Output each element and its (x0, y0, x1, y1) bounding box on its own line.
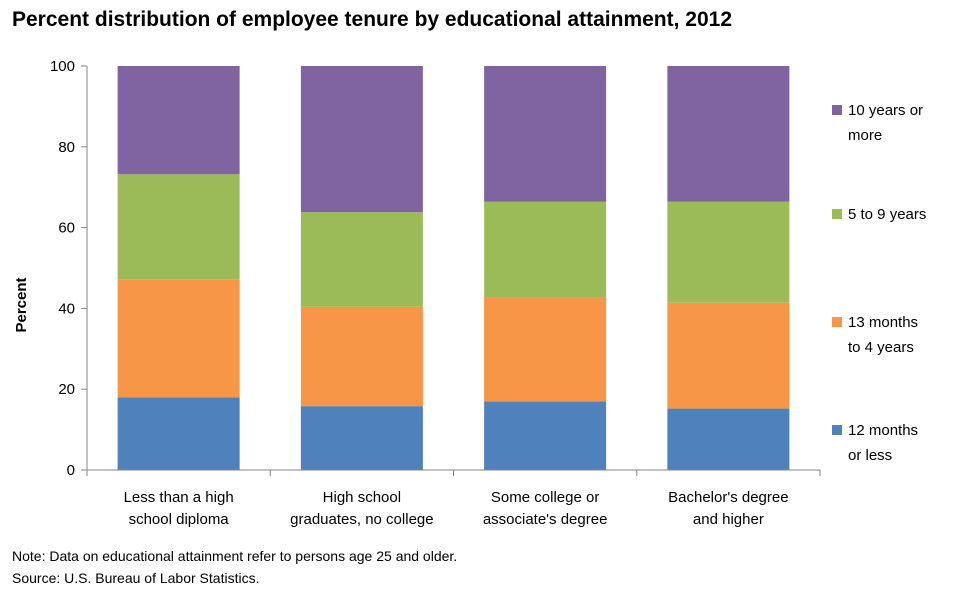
bar-segment (117, 66, 240, 175)
bar-segment (667, 66, 790, 202)
y-axis-label: Percent (13, 277, 30, 332)
source-note: Source: U.S. Bureau of Labor Statistics. (12, 570, 260, 586)
bar-segment (484, 201, 607, 298)
bar-segment (117, 397, 240, 470)
legend-label: 10 years or (848, 102, 923, 119)
legend-label: 13 months (848, 314, 918, 331)
legend-label: more (848, 127, 882, 144)
footnote: Note: Data on educational attainment ref… (12, 548, 458, 564)
legend-label: or less (848, 447, 892, 464)
legend-label: 5 to 9 years (848, 206, 926, 223)
x-tick-label: and higher (693, 511, 764, 528)
legend-swatch (832, 425, 842, 435)
x-tick-label: graduates, no college (290, 511, 433, 528)
x-tick-label: Bachelor's degree (668, 489, 788, 506)
chart-title: Percent distribution of employee tenure … (12, 8, 732, 31)
y-tick-label: 60 (58, 220, 75, 237)
y-tick-label: 0 (67, 462, 75, 479)
bar-segment (300, 66, 423, 213)
bar-segment (300, 306, 423, 407)
legend-swatch (832, 317, 842, 327)
stacked-bar-chart: 0 20 40 60 80 100 Less than a high school dipl… (13, 58, 926, 528)
y-axis: 0 20 40 60 80 100 (50, 58, 88, 479)
y-tick-label: 80 (58, 139, 75, 156)
legend-label: 12 months (848, 422, 918, 439)
bar-segment (667, 408, 790, 470)
bar-segment (667, 201, 790, 303)
x-tick-label: Less than a high (124, 489, 234, 506)
x-tick-label: associate's degree (483, 511, 608, 528)
y-tick-label: 100 (50, 58, 75, 75)
bar-segment (484, 401, 607, 470)
legend-swatch (832, 209, 842, 219)
legend-swatch (832, 105, 842, 115)
bar-segment (484, 66, 607, 202)
x-tick-label: High school (323, 489, 401, 506)
bar-series (117, 66, 790, 470)
bar-segment (117, 174, 240, 280)
legend-label: to 4 years (848, 339, 914, 356)
x-tick-label: Some college or (491, 489, 599, 506)
legend: 10 years or more 5 to 9 years 13 months to 4… (832, 102, 926, 464)
x-tick-label: school diploma (129, 511, 230, 528)
y-tick-label: 20 (58, 381, 75, 398)
bar-segment (300, 212, 423, 307)
x-axis: Less than a high school diploma High schoo… (86, 469, 821, 528)
bar-segment (484, 297, 607, 402)
bar-segment (117, 279, 240, 398)
y-tick-label: 40 (58, 300, 75, 317)
bar-segment (300, 406, 423, 470)
bar-segment (667, 302, 790, 409)
